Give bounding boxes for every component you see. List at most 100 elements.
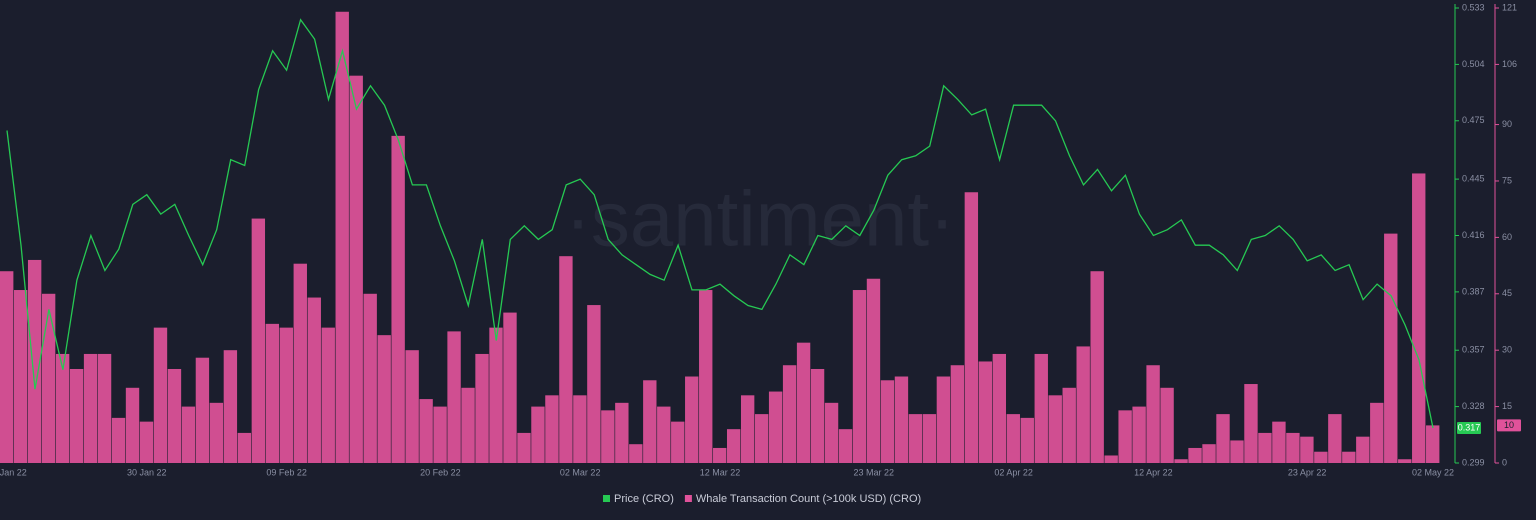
bar (1426, 425, 1440, 463)
bar (1216, 414, 1230, 463)
bar (83, 353, 98, 463)
y2-tick-label: 121 (1502, 2, 1517, 12)
bar (363, 293, 377, 463)
bar (41, 293, 56, 463)
bar (293, 263, 307, 463)
bar (489, 327, 503, 463)
bar (1048, 395, 1062, 463)
bar (377, 335, 391, 463)
bar (545, 395, 559, 463)
x-tick-label: 12 Apr 22 (1134, 467, 1173, 477)
bar (1342, 451, 1356, 463)
bar (111, 417, 126, 463)
bar (419, 399, 433, 463)
bar (936, 376, 951, 463)
bar (866, 278, 881, 463)
bar (167, 368, 182, 463)
bar (1034, 353, 1048, 463)
bar (1230, 440, 1244, 463)
bar (699, 290, 713, 463)
x-tick-label: 09 Feb 22 (266, 467, 307, 477)
bar (1076, 346, 1090, 463)
bar (1286, 432, 1300, 463)
bar (1020, 417, 1034, 463)
y-tick-label: 0.299 (1462, 457, 1485, 467)
bar (978, 361, 993, 463)
bar (908, 414, 923, 463)
x-tick-label: 30 Jan 22 (127, 467, 167, 477)
bar (629, 444, 643, 463)
bar (433, 406, 447, 463)
bar (279, 327, 293, 463)
bar (153, 327, 168, 463)
bar (1244, 384, 1258, 463)
y2-tick-label: 106 (1502, 59, 1517, 69)
x-tick-label: 02 May 22 (1412, 467, 1454, 477)
bar (517, 432, 531, 463)
legend-swatch (603, 495, 610, 502)
value-tag (1457, 422, 1481, 434)
bar (321, 327, 335, 463)
bar (195, 357, 210, 463)
y2-tick-label: 90 (1502, 119, 1512, 129)
y2-tick-label: 60 (1502, 232, 1512, 242)
bar (964, 192, 979, 463)
bar (1160, 387, 1174, 463)
bar (97, 353, 112, 463)
bar (1314, 451, 1328, 463)
bar (1398, 459, 1412, 463)
bar (55, 353, 70, 463)
bar (181, 406, 196, 463)
bar (0, 271, 14, 463)
bar (782, 365, 797, 463)
x-tick-label: 12 Mar 22 (700, 467, 741, 477)
bar (671, 421, 685, 463)
bar (1006, 414, 1020, 463)
y-tick-label: 0.475 (1462, 115, 1485, 125)
bar (139, 421, 154, 463)
bar (13, 290, 28, 463)
legend-label: Price (CRO) (614, 493, 674, 505)
bar (643, 380, 657, 463)
bar (810, 368, 825, 463)
bar (950, 365, 965, 463)
bar (1356, 436, 1370, 463)
bar (1300, 436, 1314, 463)
bar (265, 323, 280, 463)
bar (573, 395, 587, 463)
bar (894, 376, 909, 463)
bar (1132, 406, 1146, 463)
x-tick-label: 02 Apr 22 (994, 467, 1033, 477)
bar (1118, 410, 1132, 463)
y-tick-label: 0.357 (1462, 345, 1485, 355)
bar (251, 218, 266, 463)
bar (1258, 432, 1272, 463)
bar (615, 402, 629, 463)
bar (461, 387, 475, 463)
bar (657, 406, 671, 463)
bar (1104, 455, 1118, 463)
bar (852, 290, 867, 463)
bar (1062, 387, 1076, 463)
bar (601, 410, 615, 463)
bar (1146, 365, 1160, 463)
bar (223, 350, 238, 463)
bar (335, 11, 349, 464)
bar (209, 402, 224, 463)
bar (685, 376, 699, 463)
bar (475, 353, 489, 463)
bar (531, 406, 545, 463)
y-tick-label: 0.533 (1462, 2, 1485, 12)
bar (503, 312, 517, 463)
bar (349, 75, 363, 464)
x-tick-label: 23 Mar 22 (854, 467, 895, 477)
x-tick-label: 20 Feb 22 (420, 467, 461, 477)
bar (27, 259, 42, 463)
bar (125, 387, 140, 463)
bar (237, 432, 252, 463)
bar (587, 305, 601, 463)
bar (559, 256, 573, 463)
y2-tick-label: 15 (1502, 401, 1512, 411)
bar (405, 350, 419, 463)
